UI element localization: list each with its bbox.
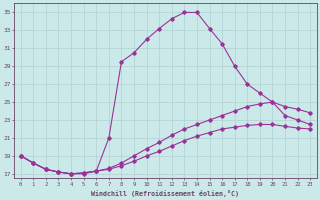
X-axis label: Windchill (Refroidissement éolien,°C): Windchill (Refroidissement éolien,°C) xyxy=(92,190,239,197)
